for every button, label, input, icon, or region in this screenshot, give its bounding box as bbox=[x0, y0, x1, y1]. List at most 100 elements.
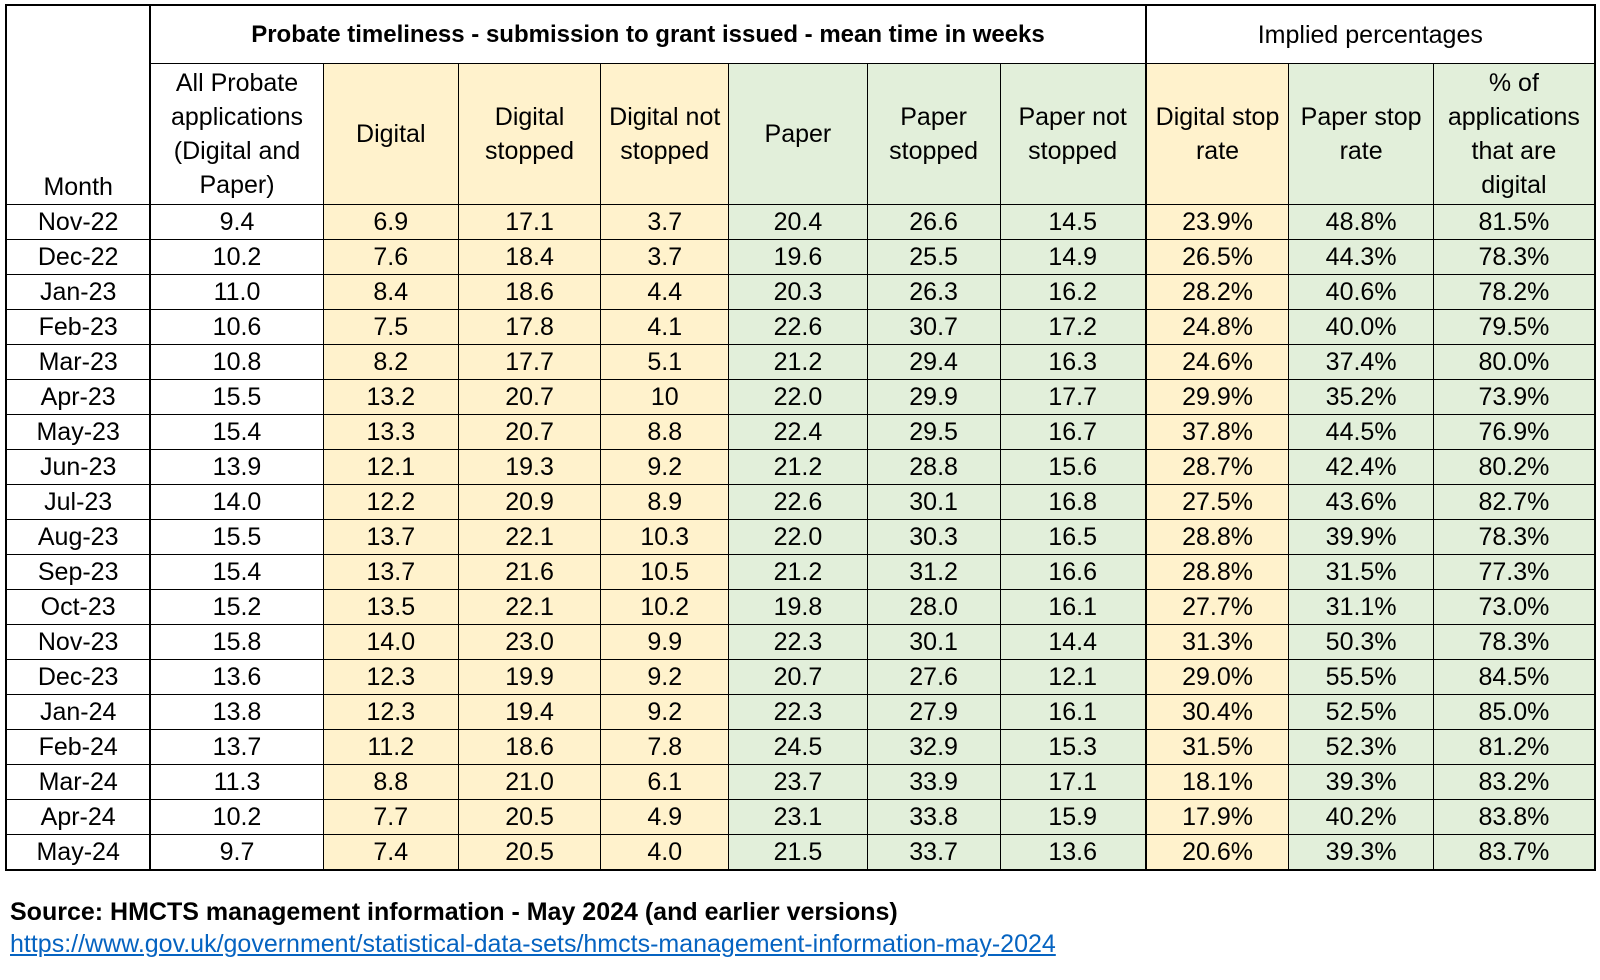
cell-paper-not-stopped: 16.7 bbox=[999, 414, 1147, 450]
cell-digital-not-stopped: 9.2 bbox=[600, 449, 730, 485]
cell-paper-not-stopped: 16.3 bbox=[999, 344, 1147, 380]
cell-paper: 20.4 bbox=[728, 204, 868, 240]
cell-all-applications: 9.4 bbox=[149, 204, 324, 240]
cell-digital-stopped: 20.5 bbox=[457, 834, 602, 871]
cell-percent-digital: 83.2% bbox=[1432, 764, 1596, 800]
cell-paper-stop-rate: 42.4% bbox=[1288, 449, 1434, 485]
cell-digital-stop-rate: 23.9% bbox=[1144, 204, 1290, 240]
cell-digital-not-stopped: 8.9 bbox=[600, 484, 730, 520]
col-header-paper-not-stopped: Paper not stopped bbox=[999, 63, 1147, 205]
cell-all-applications: 10.6 bbox=[149, 309, 324, 345]
cell-digital: 12.3 bbox=[322, 694, 459, 730]
cell-paper-not-stopped: 15.6 bbox=[999, 449, 1147, 485]
cell-percent-digital: 78.2% bbox=[1432, 274, 1596, 310]
month-column-header: Month bbox=[4, 4, 151, 205]
cell-digital-not-stopped: 10 bbox=[600, 379, 730, 415]
cell-digital-not-stopped: 7.8 bbox=[600, 729, 730, 765]
cell-digital-not-stopped: 9.2 bbox=[600, 659, 730, 695]
cell-paper: 22.0 bbox=[728, 519, 868, 555]
cell-all-applications: 15.4 bbox=[149, 414, 324, 450]
row-month: May-24 bbox=[4, 834, 151, 871]
cell-digital: 7.5 bbox=[322, 309, 459, 345]
cell-digital-stop-rate: 24.6% bbox=[1144, 344, 1290, 380]
cell-digital: 7.4 bbox=[322, 834, 459, 871]
cell-paper-stop-rate: 52.5% bbox=[1288, 694, 1434, 730]
cell-digital-not-stopped: 5.1 bbox=[600, 344, 730, 380]
cell-digital-not-stopped: 3.7 bbox=[600, 239, 730, 275]
cell-digital-stop-rate: 31.5% bbox=[1144, 729, 1290, 765]
table-row: Oct-23 15.2 13.5 22.1 10.2 19.8 28.0 16.1 27.7% 3… bbox=[4, 589, 1596, 625]
cell-paper-stop-rate: 40.0% bbox=[1288, 309, 1434, 345]
cell-digital: 13.3 bbox=[322, 414, 459, 450]
cell-paper-stopped: 33.8 bbox=[866, 799, 1001, 835]
cell-digital-stopped: 19.4 bbox=[457, 694, 602, 730]
cell-paper-not-stopped: 16.8 bbox=[999, 484, 1147, 520]
cell-all-applications: 13.6 bbox=[149, 659, 324, 695]
cell-digital-not-stopped: 3.7 bbox=[600, 204, 730, 240]
cell-paper-stop-rate: 44.5% bbox=[1288, 414, 1434, 450]
cell-paper-stopped: 26.3 bbox=[866, 274, 1001, 310]
cell-paper-stopped: 31.2 bbox=[866, 554, 1001, 590]
cell-digital-stopped: 20.5 bbox=[457, 799, 602, 835]
cell-paper-stop-rate: 39.3% bbox=[1288, 764, 1434, 800]
col-header-paper-stopped: Paper stopped bbox=[866, 63, 1001, 205]
cell-all-applications: 15.5 bbox=[149, 519, 324, 555]
cell-digital-stopped: 23.0 bbox=[457, 624, 602, 660]
table-row: Mar-23 10.8 8.2 17.7 5.1 21.2 29.4 16.3 24.6% 37.… bbox=[4, 344, 1596, 380]
cell-digital-stop-rate: 20.6% bbox=[1144, 834, 1290, 871]
cell-all-applications: 13.7 bbox=[149, 729, 324, 765]
row-month: Jan-24 bbox=[4, 694, 151, 730]
cell-paper-stop-rate: 39.3% bbox=[1288, 834, 1434, 871]
cell-paper-stop-rate: 31.5% bbox=[1288, 554, 1434, 590]
cell-digital: 12.2 bbox=[322, 484, 459, 520]
cell-paper: 19.6 bbox=[728, 239, 868, 275]
cell-digital-stopped: 18.4 bbox=[457, 239, 602, 275]
cell-paper-not-stopped: 13.6 bbox=[999, 834, 1147, 871]
cell-digital-stopped: 17.7 bbox=[457, 344, 602, 380]
cell-digital: 13.7 bbox=[322, 554, 459, 590]
cell-percent-digital: 80.2% bbox=[1432, 449, 1596, 485]
cell-percent-digital: 84.5% bbox=[1432, 659, 1596, 695]
cell-percent-digital: 83.7% bbox=[1432, 834, 1596, 871]
cell-paper: 22.4 bbox=[728, 414, 868, 450]
cell-digital-stop-rate: 27.5% bbox=[1144, 484, 1290, 520]
cell-digital-stopped: 21.0 bbox=[457, 764, 602, 800]
cell-all-applications: 13.9 bbox=[149, 449, 324, 485]
source-link[interactable]: https://www.gov.uk/government/statistica… bbox=[10, 930, 1056, 958]
cell-paper-not-stopped: 17.7 bbox=[999, 379, 1147, 415]
cell-digital-stop-rate: 24.8% bbox=[1144, 309, 1290, 345]
table-row: May-23 15.4 13.3 20.7 8.8 22.4 29.5 16.7 37.8% 44… bbox=[4, 414, 1596, 450]
table-row: May-24 9.7 7.4 20.5 4.0 21.5 33.7 13.6 20.6% 39.3… bbox=[4, 834, 1596, 871]
cell-digital-stop-rate: 31.3% bbox=[1144, 624, 1290, 660]
cell-paper: 22.6 bbox=[728, 484, 868, 520]
cell-all-applications: 9.7 bbox=[149, 834, 324, 871]
cell-digital: 8.2 bbox=[322, 344, 459, 380]
cell-paper-stop-rate: 40.6% bbox=[1288, 274, 1434, 310]
cell-paper: 21.2 bbox=[728, 449, 868, 485]
cell-paper: 20.3 bbox=[728, 274, 868, 310]
cell-paper: 23.1 bbox=[728, 799, 868, 835]
table-row: Feb-23 10.6 7.5 17.8 4.1 22.6 30.7 17.2 24.8% 40.… bbox=[4, 309, 1596, 345]
cell-paper-not-stopped: 16.5 bbox=[999, 519, 1147, 555]
row-month: Apr-24 bbox=[4, 799, 151, 835]
timeliness-group-header: Probate timeliness - submission to grant… bbox=[149, 4, 1147, 64]
row-month: Feb-23 bbox=[4, 309, 151, 345]
row-month: Sep-23 bbox=[4, 554, 151, 590]
cell-digital-not-stopped: 4.1 bbox=[600, 309, 730, 345]
cell-digital-stop-rate: 28.8% bbox=[1144, 554, 1290, 590]
cell-paper-stop-rate: 48.8% bbox=[1288, 204, 1434, 240]
row-month: Feb-24 bbox=[4, 729, 151, 765]
table-row: Jan-24 13.8 12.3 19.4 9.2 22.3 27.9 16.1 30.4% 52… bbox=[4, 694, 1596, 730]
table-row: Apr-23 15.5 13.2 20.7 10 22.0 29.9 17.7 29.9% 35.… bbox=[4, 379, 1596, 415]
cell-all-applications: 13.8 bbox=[149, 694, 324, 730]
cell-digital-stop-rate: 37.8% bbox=[1144, 414, 1290, 450]
cell-paper: 23.7 bbox=[728, 764, 868, 800]
cell-percent-digital: 85.0% bbox=[1432, 694, 1596, 730]
cell-paper: 19.8 bbox=[728, 589, 868, 625]
table-row: Dec-23 13.6 12.3 19.9 9.2 20.7 27.6 12.1 29.0% 55… bbox=[4, 659, 1596, 695]
table-row: Jun-23 13.9 12.1 19.3 9.2 21.2 28.8 15.6 28.7% 42… bbox=[4, 449, 1596, 485]
cell-digital: 8.8 bbox=[322, 764, 459, 800]
row-month: Mar-24 bbox=[4, 764, 151, 800]
col-header-paper: Paper bbox=[728, 63, 868, 205]
cell-paper-stopped: 32.9 bbox=[866, 729, 1001, 765]
